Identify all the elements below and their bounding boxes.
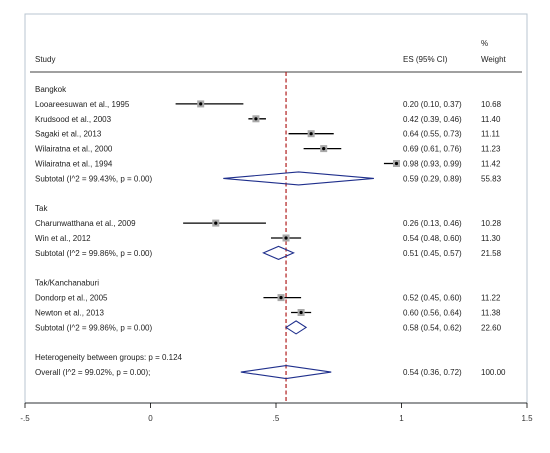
study-weight: 10.28 (481, 219, 502, 228)
group-label: Tak (35, 204, 48, 213)
x-tick-label: 0 (148, 414, 153, 423)
study-weight: 11.40 (481, 115, 501, 124)
study-es-ci: 0.98 (0.93, 0.99) (403, 160, 462, 169)
study-point-estimate (394, 161, 399, 166)
study-es-ci: 0.60 (0.56, 0.64) (403, 309, 462, 318)
study-point-estimate (309, 132, 313, 136)
header-es: ES (95% CI) (403, 55, 448, 64)
overall-label: Overall (I^2 = 99.02%, p = 0.00); (35, 368, 150, 377)
study-label: Win et al., 2012 (35, 234, 91, 243)
x-tick-label: .5 (273, 414, 280, 423)
study-es-ci: 0.52 (0.45, 0.60) (403, 294, 462, 303)
subtotal-diamond (223, 171, 374, 186)
rows-layer: Bangkok Looareesuwan et al., 1995 0.20 (0.… (35, 85, 506, 380)
overall-weight: 100.00 (481, 368, 506, 377)
study-label: Krudsood et al., 2003 (35, 115, 112, 124)
study-es-ci: 0.20 (0.10, 0.37) (403, 100, 462, 109)
study-es-ci: 0.42 (0.39, 0.46) (403, 115, 462, 124)
subtotal-diamond (262, 245, 295, 260)
x-tick-label: -.5 (20, 414, 30, 423)
subtotal-es-ci: 0.59 (0.29, 0.89) (403, 174, 462, 183)
subtotal-label: Subtotal (I^2 = 99.86%, p = 0.00) (35, 249, 153, 258)
subtotal-label: Subtotal (I^2 = 99.43%, p = 0.00) (35, 174, 153, 183)
header-study: Study (35, 55, 55, 64)
study-weight: 11.30 (481, 234, 501, 243)
study-point-estimate (284, 236, 288, 240)
study-label: Wilairatna et al., 2000 (35, 145, 113, 154)
study-weight: 10.68 (481, 100, 502, 109)
subtotal-weight: 21.58 (481, 249, 502, 258)
subtotal-weight: 55.83 (481, 174, 502, 183)
study-es-ci: 0.69 (0.61, 0.76) (403, 145, 462, 154)
study-weight: 11.38 (481, 309, 501, 318)
study-label: Looareesuwan et al., 1995 (35, 100, 130, 109)
subtotal-diamond (285, 320, 308, 335)
x-tick-label: 1.5 (521, 414, 533, 423)
subtotal-label: Subtotal (I^2 = 99.86%, p = 0.00) (35, 323, 153, 332)
group-label: Bangkok (35, 85, 67, 94)
study-label: Charunwatthana et al., 2009 (35, 219, 136, 228)
study-point-estimate (214, 221, 218, 225)
subtotal-es-ci: 0.51 (0.45, 0.57) (403, 249, 462, 258)
study-point-estimate (199, 102, 203, 106)
subtotal-weight: 22.60 (481, 323, 502, 332)
x-tick-label: 1 (399, 414, 404, 423)
study-point-estimate (279, 296, 283, 300)
study-point-estimate (299, 310, 303, 315)
study-label: Wilairatna et al., 1994 (35, 160, 113, 169)
x-axis: -.5 0 .5 1 1.5 (20, 402, 533, 423)
study-point-estimate (254, 117, 258, 121)
header-weight: Weight (481, 55, 507, 64)
study-weight: 11.11 (481, 130, 500, 139)
subtotal-es-ci: 0.58 (0.54, 0.62) (403, 323, 462, 332)
overall-es-ci: 0.54 (0.36, 0.72) (403, 368, 462, 377)
study-weight: 11.42 (481, 160, 501, 169)
heterogeneity-note: Heterogeneity between groups: p = 0.124 (35, 353, 183, 362)
overall-diamond (240, 365, 332, 380)
study-weight: 11.22 (481, 294, 501, 303)
study-label: Sagaki et al., 2013 (35, 130, 102, 139)
group-label: Tak/Kanchanaburi (35, 279, 99, 288)
study-label: Newton et al., 2013 (35, 309, 104, 318)
header-weight-pct: % (481, 39, 488, 48)
study-weight: 11.23 (481, 145, 501, 154)
study-point-estimate (322, 147, 326, 151)
study-es-ci: 0.26 (0.13, 0.46) (403, 219, 462, 228)
study-es-ci: 0.54 (0.48, 0.60) (403, 234, 462, 243)
plot-frame (24, 13, 528, 404)
study-label: Dondorp et al., 2005 (35, 294, 108, 303)
study-es-ci: 0.64 (0.55, 0.73) (403, 130, 462, 139)
